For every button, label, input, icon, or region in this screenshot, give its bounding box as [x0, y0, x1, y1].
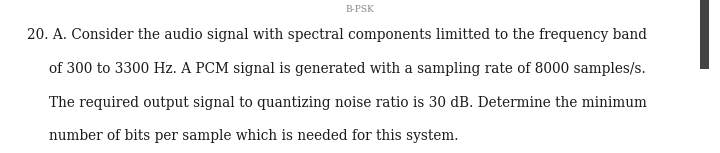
Bar: [700, 0, 709, 69]
Text: 20. A. Consider the audio signal with spectral components limitted to the freque: 20. A. Consider the audio signal with sp…: [27, 28, 647, 42]
Text: The required output signal to quantizing noise ratio is 30 dB. Determine the min: The required output signal to quantizing…: [49, 96, 647, 110]
Text: number of bits per sample which is needed for this system.: number of bits per sample which is neede…: [49, 129, 459, 143]
Text: B-PSK: B-PSK: [346, 5, 374, 14]
Text: of 300 to 3300 Hz. A PCM signal is generated with a sampling rate of 8000 sample: of 300 to 3300 Hz. A PCM signal is gener…: [49, 62, 646, 76]
